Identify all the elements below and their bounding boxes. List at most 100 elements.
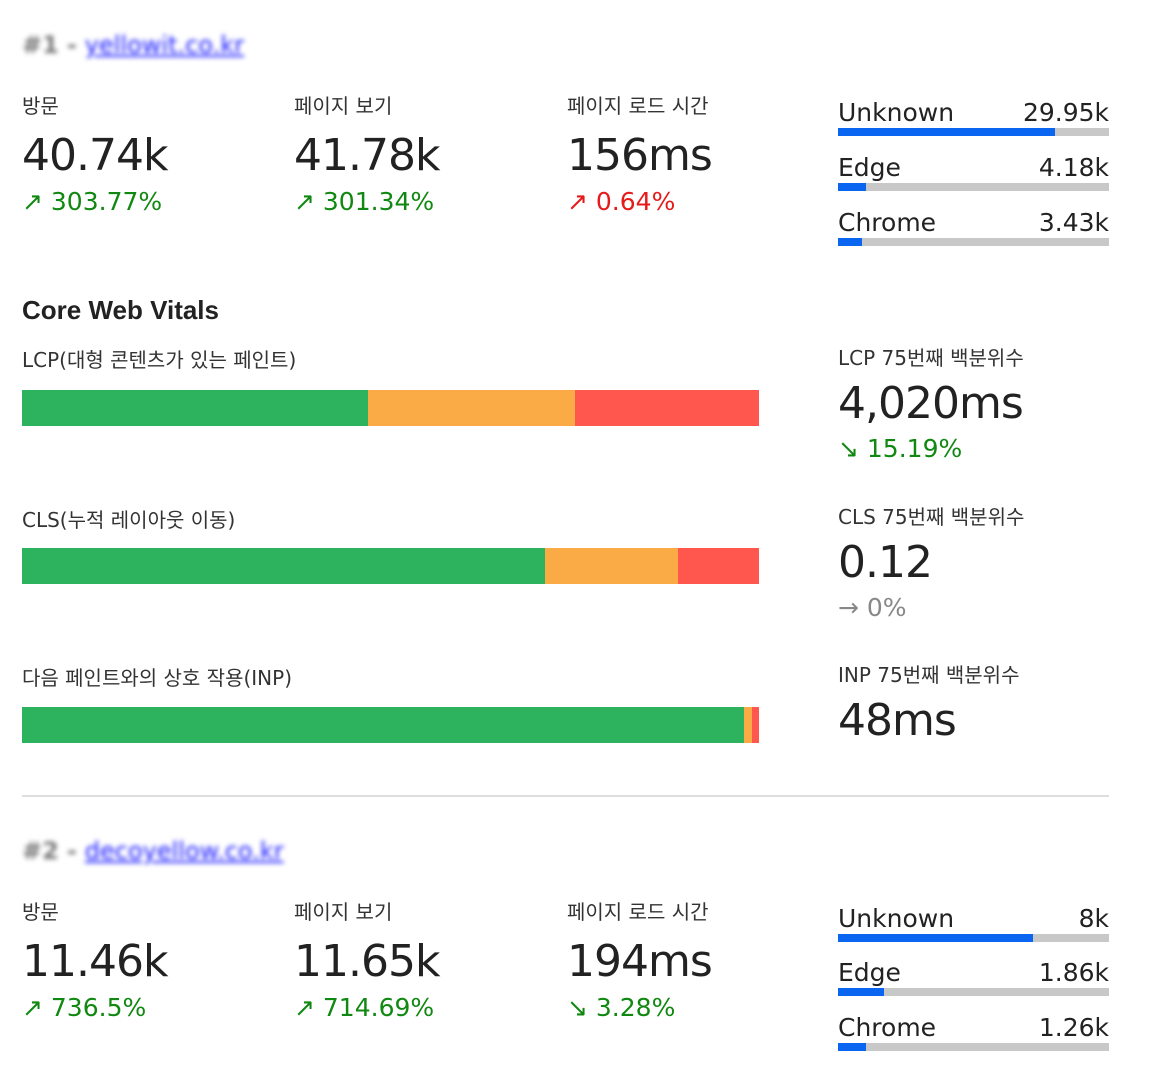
- stat-pageviews: 페이지 보기 41.78k ↗ 301.34%: [294, 92, 554, 218]
- separator: -: [66, 31, 77, 59]
- stat-label: 페이지 로드 시간: [567, 900, 709, 924]
- vital-bar-cls: [22, 548, 759, 584]
- stat-load-time: 페이지 로드 시간 156ms ↗ 0.64%: [567, 92, 827, 218]
- percentile-label: INP 75번째 백분위수: [838, 663, 1020, 687]
- change-value: 3.28%: [595, 993, 676, 1022]
- browser-bar: [838, 128, 1109, 136]
- browser-row-chrome: Chrome 3.43k: [838, 208, 1109, 246]
- site-1-header: #1 - yellowit.co.kr: [22, 28, 244, 62]
- site-rank: #1: [22, 31, 59, 59]
- stat-label: 페이지 보기: [294, 94, 393, 118]
- trend-up-icon: ↗: [22, 187, 43, 216]
- stat-change: ↘ 3.28%: [567, 992, 827, 1024]
- browser-name: Unknown: [838, 98, 955, 127]
- browser-count: 29.95k: [1022, 98, 1109, 127]
- browser-row-unknown: Unknown 29.95k: [838, 98, 1109, 136]
- change-value: 303.77%: [50, 187, 163, 216]
- separator: -: [66, 837, 77, 865]
- stat-value: 156ms: [567, 130, 713, 181]
- stat-change: ↗ 736.5%: [22, 992, 282, 1024]
- browser-name: Unknown: [838, 904, 955, 933]
- trend-down-icon: ↘: [838, 434, 859, 463]
- browser-name: Edge: [838, 958, 901, 987]
- browser-bar: [838, 183, 1109, 191]
- stat-change: ↗ 714.69%: [294, 992, 554, 1024]
- percentile-label: LCP 75번째 백분위수: [838, 346, 1024, 370]
- browser-bar: [838, 1043, 1109, 1051]
- segment-needs-improvement: [744, 707, 752, 743]
- percentile-lcp: LCP 75번째 백분위수 4,020ms ↘ 15.19%: [838, 344, 1118, 466]
- site-link[interactable]: yellowit.co.kr: [84, 31, 244, 59]
- stat-visits: 방문 40.74k ↗ 303.77%: [22, 92, 282, 218]
- trend-down-icon: ↘: [567, 993, 588, 1022]
- segment-good: [22, 707, 745, 743]
- segment-needs-improvement: [545, 548, 678, 584]
- browser-bar-fill: [838, 183, 867, 191]
- stat-change: ↗ 303.77%: [22, 186, 282, 218]
- stat-label: 페이지 보기: [294, 900, 393, 924]
- browser-bar-fill: [838, 128, 1055, 136]
- browser-count: 3.43k: [1038, 208, 1109, 237]
- browser-name: Chrome: [838, 208, 937, 237]
- segment-poor: [677, 548, 759, 584]
- change-value: 0.64%: [595, 187, 676, 216]
- browser-bar-fill: [838, 988, 885, 996]
- change-value: 301.34%: [322, 187, 435, 216]
- segment-poor: [574, 390, 759, 426]
- vital-label-lcp: LCP(대형 콘텐츠가 있는 페인트): [22, 348, 297, 372]
- browser-bar: [838, 988, 1109, 996]
- change-value: 736.5%: [50, 993, 147, 1022]
- vital-label-inp: 다음 페인트와의 상호 작용(INP): [22, 666, 292, 690]
- browser-row-chrome: Chrome 1.26k: [838, 1013, 1109, 1051]
- core-web-vitals-title: Core Web Vitals: [22, 295, 219, 325]
- browser-count: 1.86k: [1038, 958, 1109, 987]
- browser-row-edge: Edge 4.18k: [838, 153, 1109, 191]
- trend-up-icon: ↗: [22, 993, 43, 1022]
- stat-label: 방문: [22, 94, 59, 118]
- segment-good: [22, 548, 546, 584]
- segment-good: [22, 390, 369, 426]
- stat-load-time: 페이지 로드 시간 194ms ↘ 3.28%: [567, 898, 827, 1024]
- browser-bar-fill: [838, 1043, 867, 1051]
- browser-bar-fill: [838, 934, 1034, 942]
- browser-count: 4.18k: [1038, 153, 1109, 182]
- stat-value: 194ms: [567, 936, 713, 987]
- browser-bar-fill: [838, 238, 863, 246]
- vital-bar-inp: [22, 707, 759, 743]
- browser-name: Chrome: [838, 1013, 937, 1042]
- stat-value: 11.65k: [294, 936, 440, 987]
- trend-flat-icon: →: [838, 593, 859, 622]
- vital-label-cls: CLS(누적 레이아웃 이동): [22, 508, 236, 532]
- percentile-label: CLS 75번째 백분위수: [838, 505, 1025, 529]
- site-2-header: #2 - decoyellow.co.kr: [22, 834, 284, 868]
- section-divider: [22, 795, 1109, 797]
- percentile-change: → 0%: [838, 591, 1118, 625]
- site-rank: #2: [22, 837, 59, 865]
- browser-bar: [838, 934, 1109, 942]
- change-value: 714.69%: [322, 993, 435, 1022]
- site-link[interactable]: decoyellow.co.kr: [84, 837, 284, 865]
- percentile-value: 48ms: [838, 695, 957, 746]
- change-value: 15.19%: [866, 434, 963, 463]
- percentile-cls: CLS 75번째 백분위수 0.12 → 0%: [838, 503, 1118, 625]
- browser-row-edge: Edge 1.86k: [838, 958, 1109, 996]
- percentile-change: ↘ 15.19%: [838, 432, 1118, 466]
- browser-bar: [838, 238, 1109, 246]
- vital-bar-lcp: [22, 390, 759, 426]
- stat-pageviews: 페이지 보기 11.65k ↗ 714.69%: [294, 898, 554, 1024]
- browser-count: 8k: [1078, 904, 1109, 933]
- segment-needs-improvement: [368, 390, 575, 426]
- browser-count: 1.26k: [1038, 1013, 1109, 1042]
- stat-label: 방문: [22, 900, 59, 924]
- trend-up-icon: ↗: [294, 993, 315, 1022]
- stat-visits: 방문 11.46k ↗ 736.5%: [22, 898, 282, 1024]
- stat-value: 41.78k: [294, 130, 440, 181]
- change-value: 0%: [866, 593, 907, 622]
- stat-change: ↗ 301.34%: [294, 186, 554, 218]
- browser-row-unknown: Unknown 8k: [838, 904, 1109, 942]
- percentile-value: 4,020ms: [838, 378, 1024, 429]
- stat-value: 11.46k: [22, 936, 168, 987]
- segment-poor: [751, 707, 759, 743]
- percentile-inp: INP 75번째 백분위수 48ms: [838, 661, 1118, 747]
- browser-name: Edge: [838, 153, 901, 182]
